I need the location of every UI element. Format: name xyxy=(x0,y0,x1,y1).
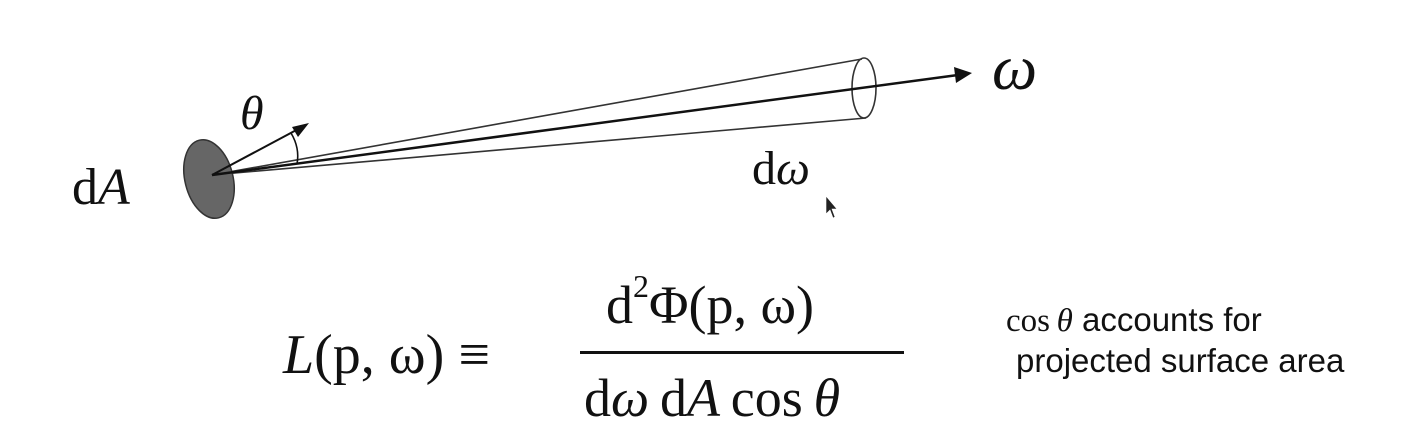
direction-label: ω xyxy=(992,32,1038,103)
equiv-symbol: ≡ xyxy=(458,324,490,386)
omega-direction-line xyxy=(211,73,959,177)
denominator-A: A xyxy=(686,368,720,428)
equation-numerator: d2Φ(p, ω) xyxy=(606,270,814,335)
note-line2: projected surface area xyxy=(1016,342,1345,379)
area-label: dA xyxy=(72,162,130,214)
equation-lhs: L(p, ω) ≡ xyxy=(283,327,490,383)
equation-lhs-args: (p, ω) xyxy=(314,324,445,386)
note-theta: θ xyxy=(1056,303,1073,339)
denominator-omega: ω xyxy=(611,368,650,428)
numerator-rest: Φ(p, ω) xyxy=(649,275,814,335)
fraction-bar xyxy=(580,351,904,354)
area-label-d: d xyxy=(72,159,98,216)
solid-angle-cone xyxy=(211,58,867,176)
denominator-d2: d xyxy=(659,368,687,428)
area-element xyxy=(183,139,235,219)
numerator-d: d xyxy=(606,275,633,335)
equation-denominator: dω dA cos θ xyxy=(584,371,840,425)
solid-angle-d: d xyxy=(752,142,776,195)
cos-theta-note: cos θ accounts for projected surface area xyxy=(1006,300,1398,381)
surface-normal xyxy=(211,126,303,176)
angle-label: θ xyxy=(240,87,264,140)
denominator-theta: θ xyxy=(813,368,841,428)
normal-arrowhead xyxy=(292,123,309,137)
solid-angle-label: dω xyxy=(752,145,810,193)
note-cos: cos xyxy=(1006,303,1050,339)
numerator-exponent: 2 xyxy=(633,268,649,304)
equation-lhs-var: L xyxy=(283,324,315,386)
note-line1-text: accounts for xyxy=(1072,301,1262,338)
denominator-cos: cos xyxy=(730,368,803,428)
theta-arc xyxy=(290,132,299,165)
mouse-cursor-icon xyxy=(825,195,838,219)
solid-angle-var: ω xyxy=(776,142,810,195)
denominator-d1: d xyxy=(584,368,611,428)
omega-arrowhead xyxy=(954,67,972,83)
area-label-var: A xyxy=(98,159,130,216)
